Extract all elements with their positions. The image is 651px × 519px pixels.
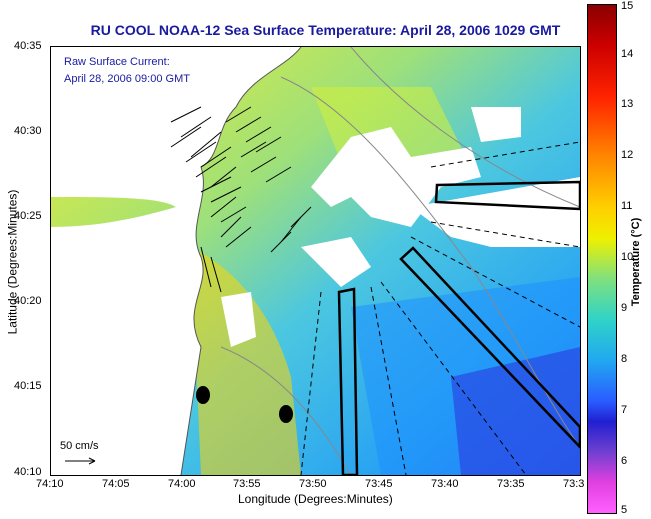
x-tick: 73:40 [431,478,459,490]
land-staten-island [51,47,171,107]
y-tick: 40:25 [14,210,42,222]
y-axis-label: Latitude (Degrees:Minutes) [5,189,20,335]
cloud-mask [471,107,521,142]
coldest-water [451,347,580,475]
colorbar-tick: 14 [621,48,634,60]
shipping-lane [434,180,580,211]
colorbar-tick: 12 [621,149,634,161]
colorbar-tick: 10 [621,251,634,263]
colorbar-tick: 6 [621,455,628,467]
cloud-mask [221,292,256,347]
y-tick: 40:15 [14,380,42,392]
land-new-jersey [51,47,301,475]
lane-boundaries [300,141,580,475]
depth-contour [350,47,580,208]
colorbar-tick: 15 [621,0,634,12]
temperature-colorbar [587,4,617,514]
cloud-mask [411,177,580,247]
map-title: RU COOL NOAA-12 Sea Surface Temperature:… [90,22,561,38]
y-tick: 40:30 [14,125,42,137]
x-tick: 73:35 [497,478,525,490]
x-tick: 73:3 [563,478,585,490]
colorbar-tick: 7 [621,404,628,416]
coastline [180,47,302,475]
x-tick: 73:45 [365,478,393,490]
y-tick: 40:10 [14,466,42,478]
colorbar-tick: 13 [621,98,634,110]
buoy-marker [279,405,293,423]
surface-current-vectors [170,106,312,293]
x-tick: 73:55 [233,478,261,490]
buoy-marker [196,386,210,404]
y-tick: 40:35 [14,40,42,52]
cloud-mask [301,237,371,287]
x-axis-label: Longitude (Degrees:Minutes) [238,492,393,506]
scale-arrow-head [88,457,96,465]
cloud-mask [311,127,481,227]
colorbar-tick: 5 [621,504,628,516]
scale-label: 50 cm/s [60,440,99,452]
x-tick: 73:50 [299,478,327,490]
colorbar-tick: 9 [621,302,628,314]
x-tick: 74:05 [102,478,130,490]
current-label: Raw Surface Current: [64,56,170,68]
colorbar-title: Temperature (°C) [630,217,642,307]
current-timestamp: April 28, 2006 09:00 GMT [64,73,190,85]
coastal-warm-water [191,247,301,475]
colorbar-tick: 11 [621,200,633,212]
x-tick: 74:00 [168,478,196,490]
depth-contour [280,76,580,448]
sst-map [50,46,581,476]
x-tick: 74:10 [36,478,64,490]
colorbar-tick: 8 [621,353,628,365]
y-tick: 40:20 [14,295,42,307]
depth-contour [220,346,352,475]
shipping-lane [399,246,580,449]
shipping-lane [337,287,359,475]
